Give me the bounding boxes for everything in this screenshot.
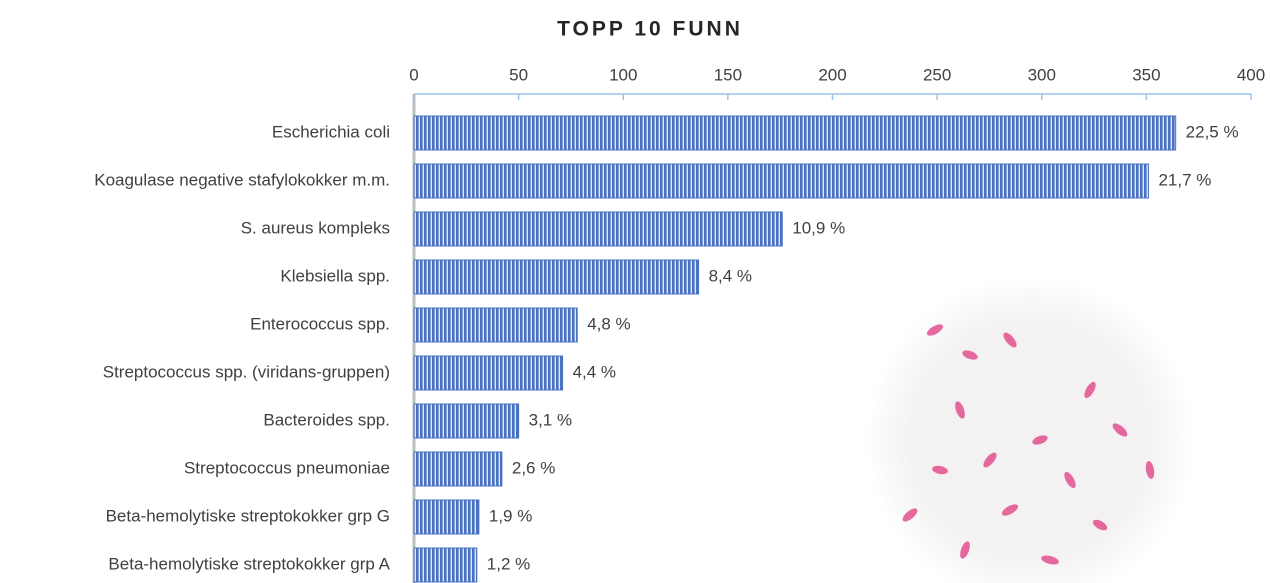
x-tick-label: 50 [509,65,528,84]
chart-title: TOPP 10 FUNN [557,18,743,41]
x-tick-label: 100 [609,65,637,84]
x-tick-label: 350 [1132,65,1160,84]
value-label: 8,4 % [709,266,752,285]
x-tick-label: 0 [409,65,418,84]
chart: TOPP 10 FUNN 0 50 100 150 200 250 300 350 400 Esc… [0,0,1271,583]
bar [414,308,577,342]
bar [414,116,1176,150]
bar [414,500,479,534]
category-label: S. aureus kompleks [241,218,390,237]
value-label: 1,2 % [487,554,530,573]
microscopy-image [865,275,1195,583]
bar [414,356,563,390]
x-tick-label: 150 [714,65,742,84]
value-label: 4,8 % [587,314,630,333]
bar [414,260,699,294]
category-label: Beta-hemolytiske streptokokker grp A [108,554,390,573]
value-label: 22,5 % [1186,122,1239,141]
category-label: Enterococcus spp. [250,314,390,333]
bar [414,452,502,486]
category-label: Bacteroides spp. [263,410,390,429]
category-label: Escherichia coli [272,122,390,141]
x-tick-label: 400 [1237,65,1265,84]
value-label: 1,9 % [489,506,532,525]
value-label: 3,1 % [529,410,572,429]
bar [414,164,1148,198]
value-label: 2,6 % [512,458,555,477]
value-label: 4,4 % [573,362,616,381]
x-tick-label: 200 [818,65,846,84]
bar [414,212,782,246]
x-tick-label: 300 [1028,65,1056,84]
category-label: Koagulase negative stafylokokker m.m. [94,170,390,189]
bar [414,404,519,438]
category-label: Streptococcus pneumoniae [184,458,390,477]
category-label: Klebsiella spp. [280,266,390,285]
category-label: Streptococcus spp. (viridans-gruppen) [103,362,390,381]
category-label: Beta-hemolytiske streptokokker grp G [106,506,390,525]
bar [414,548,477,582]
value-label: 21,7 % [1158,170,1211,189]
value-label: 10,9 % [792,218,845,237]
x-tick-label: 250 [923,65,951,84]
